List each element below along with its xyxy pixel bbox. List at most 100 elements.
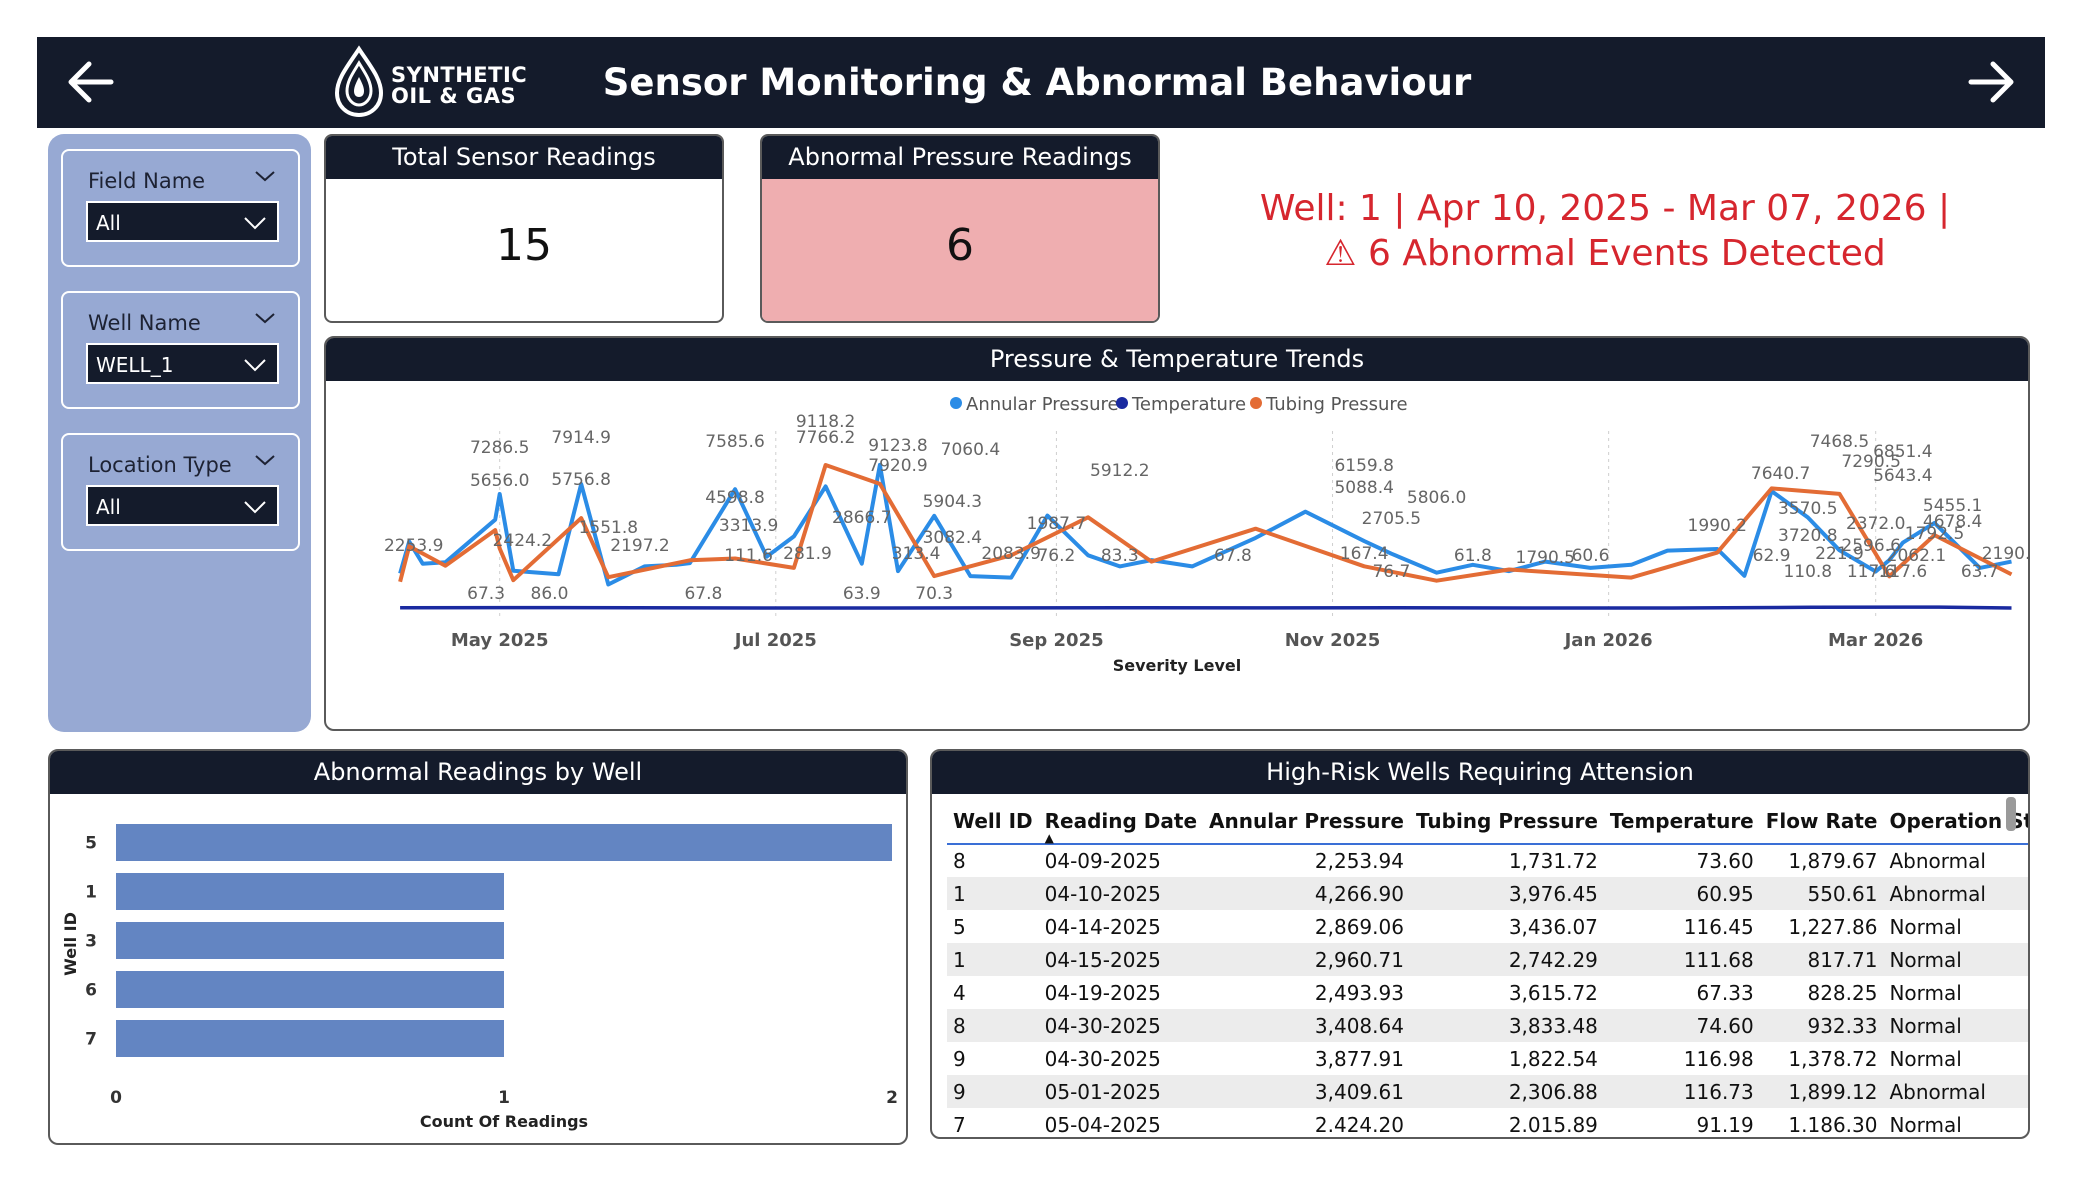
- well-id-cell: 7: [953, 1112, 966, 1137]
- data-label: 5904.3: [923, 492, 982, 512]
- series-line-2[interactable]: [398, 463, 2013, 583]
- location-type-dropdown[interactable]: All: [86, 485, 279, 526]
- data-label: 76.2: [1037, 546, 1075, 566]
- legend-marker: [1250, 397, 1262, 409]
- flow-rate-cell: 550.61: [1759, 877, 1884, 910]
- data-label: 2866.7: [832, 508, 891, 528]
- data-label: 2062.1: [1887, 546, 1946, 566]
- temperature-cell: 73.60: [1696, 849, 1754, 873]
- table-row[interactable]: 9 04-30-2025 3,877.91 1,822.54 116.98 1,378.7…: [947, 1042, 2028, 1075]
- oil-drop-icon: [334, 45, 384, 118]
- table-row[interactable]: 8 04-09-2025 2,253.94 1,731.72 73.60 1,879.67…: [947, 844, 2028, 877]
- data-label: 86.0: [531, 584, 569, 604]
- data-label: 5756.8: [551, 470, 610, 490]
- column-header[interactable]: Annular Pressure: [1203, 801, 1410, 845]
- temperature-cell: 111.68: [1603, 943, 1760, 976]
- series-line-1[interactable]: [400, 605, 2012, 610]
- x-axis-label: Severity Level: [1113, 656, 1242, 675]
- alert-message: Well: 1 | Apr 10, 2025 - Mar 07, 2026 | …: [1190, 186, 2020, 276]
- column-header-sorted[interactable]: Reading Date ▲: [1038, 801, 1204, 845]
- column-header[interactable]: Well ID: [947, 801, 1039, 845]
- data-label: 70.3: [915, 584, 953, 604]
- alert-line: Well: 1 | Apr 10, 2025 - Mar 07, 2026 |: [1259, 188, 1951, 229]
- series-line-0[interactable]: [398, 462, 2012, 587]
- annular-cell: 3,409.61: [1203, 1075, 1410, 1108]
- annular-cell: 3,408.64: [1203, 1009, 1410, 1042]
- temperature-cell: 116.98: [1683, 1046, 1754, 1071]
- data-label: 76.7: [1372, 562, 1410, 582]
- data-label: 60.6: [1572, 546, 1610, 566]
- bar-well-5[interactable]: [116, 824, 892, 861]
- x-tick-label: Jul 2025: [733, 630, 817, 651]
- legend-item[interactable]: Annular Pressure: [966, 394, 1119, 415]
- date-cell: 04-30-2025: [1044, 1046, 1161, 1071]
- temperature-cell: 60.95: [1603, 877, 1760, 910]
- chevron-down-icon[interactable]: [254, 452, 276, 468]
- well-name-dropdown[interactable]: WELL_1: [86, 343, 279, 384]
- data-label: 3313.9: [719, 516, 778, 536]
- data-label: 1551.8: [579, 518, 638, 538]
- forward-arrow-icon[interactable]: [1963, 54, 2019, 110]
- status-cell: Normal: [1889, 1046, 1962, 1071]
- bar-well-1[interactable]: [116, 873, 504, 910]
- table-row[interactable]: 5 04-14-2025 2,869.06 3,436.07 116.45 1,227.8…: [947, 910, 2028, 943]
- page-title: Sensor Monitoring & Abnormal Behaviour: [602, 61, 1472, 104]
- chevron-down-icon[interactable]: [254, 310, 276, 326]
- table-row[interactable]: 7 05-04-2025 2.424.20 2.015.89 91.19 1.186.30…: [947, 1108, 2028, 1137]
- legend-item[interactable]: Tubing Pressure: [1265, 394, 1408, 415]
- table-row[interactable]: 1 04-15-2025 2,960.71 2,742.29 111.68 817.71 N…: [947, 943, 2028, 976]
- x-tick-label: Sep 2025: [1009, 630, 1103, 651]
- data-label: 67.8: [1214, 546, 1252, 566]
- kpi-value: 15: [496, 220, 552, 271]
- bar-well-6[interactable]: [116, 971, 504, 1008]
- trend-chart-card: Pressure & Temperature Trends Annular Pr…: [324, 336, 2030, 731]
- status-cell: Normal: [1883, 1009, 2028, 1042]
- x-tick-label: 2: [886, 1088, 898, 1108]
- y-axis-label: Well ID: [61, 912, 80, 976]
- data-label: 221.9: [1815, 544, 1864, 564]
- chevron-down-icon[interactable]: [254, 168, 276, 184]
- data-label: 313.4: [892, 544, 941, 564]
- high-risk-table: Well ID Reading Date ▲ Annular Pressure T…: [947, 801, 2028, 1137]
- dropdown-value: All: [96, 495, 121, 519]
- back-arrow-icon[interactable]: [63, 54, 119, 110]
- annular-cell: 2.424.20: [1314, 1112, 1404, 1137]
- well-name-slicer: Well Name WELL_1: [61, 291, 300, 409]
- bar-well-7[interactable]: [116, 1020, 504, 1057]
- data-label: 2596.6: [1841, 536, 1900, 556]
- column-header[interactable]: Operation Status: [1883, 801, 2028, 845]
- table-row[interactable]: 8 04-30-2025 3,408.64 3,833.48 74.60 932.33 No…: [947, 1009, 2028, 1042]
- legend-marker: [1116, 397, 1128, 409]
- table-row[interactable]: 4 04-19-2025 2,493.93 3,615.72 67.33 828.25 No…: [947, 976, 2028, 1009]
- flow-rate-cell: 1.186.30: [1788, 1112, 1878, 1137]
- data-label: 4678.4: [1923, 512, 1982, 532]
- field-name-dropdown[interactable]: All: [86, 201, 279, 242]
- data-label: 67.3: [467, 584, 505, 604]
- table-row[interactable]: 9 05-01-2025 3,409.61 2,306.88 116.73 1,899.1…: [947, 1075, 2028, 1108]
- status-cell: Normal: [1889, 1112, 1962, 1137]
- temperature-cell: 116.45: [1683, 914, 1754, 939]
- column-header[interactable]: Flow Rate: [1759, 801, 1884, 845]
- tubing-cell: 3,976.45: [1409, 877, 1604, 910]
- temperature-cell: 74.60: [1603, 1009, 1760, 1042]
- data-label: 6159.8: [1334, 456, 1393, 476]
- data-label: 2083.9: [981, 544, 1040, 564]
- column-header[interactable]: Tubing Pressure: [1409, 801, 1604, 845]
- status-cell: Normal: [1889, 914, 1962, 939]
- column-header[interactable]: Temperature: [1603, 801, 1760, 845]
- dropdown-value: WELL_1: [96, 353, 174, 377]
- y-tick-label: 1: [85, 883, 97, 903]
- table-scrollbar[interactable]: [2006, 797, 2016, 831]
- bar-well-3[interactable]: [116, 922, 504, 959]
- dropdown-value: All: [96, 211, 121, 235]
- y-tick-label: 7: [85, 1030, 97, 1050]
- data-label: 4598.8: [705, 488, 764, 508]
- table-row[interactable]: 1 04-10-2025 4,266.90 3,976.45 60.95 550.61 Ab…: [947, 877, 2028, 910]
- data-label: 3082.4: [923, 528, 982, 548]
- logo-text: SYNTHETIC OIL & GAS: [391, 63, 528, 108]
- data-label: 9118.2: [796, 412, 855, 432]
- status-cell: Abnormal: [1883, 844, 2028, 877]
- data-label: 5656.0: [470, 471, 529, 491]
- data-label: 5088.4: [1334, 478, 1393, 498]
- legend-item[interactable]: Temperature: [1131, 394, 1246, 415]
